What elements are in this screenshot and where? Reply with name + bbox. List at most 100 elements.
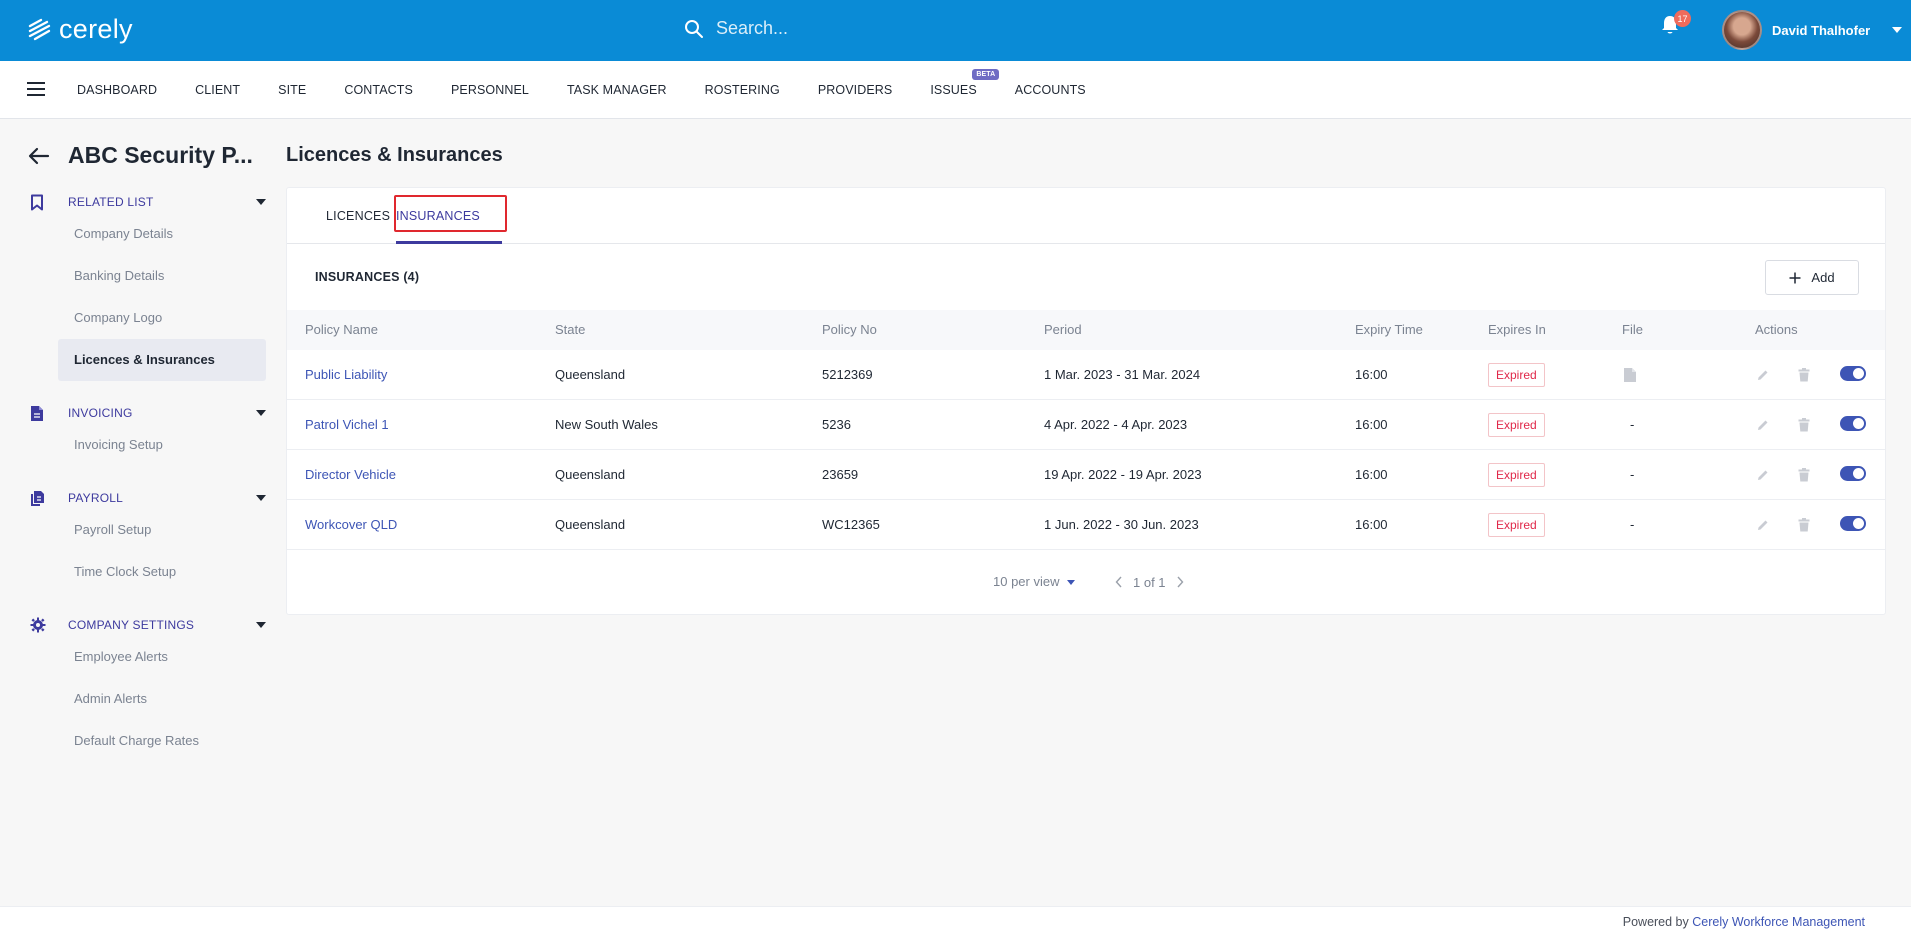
section-label: PAYROLL (68, 491, 123, 505)
section-invoicing: INVOICING Invoicing Setup (30, 402, 266, 466)
avatar (1722, 10, 1762, 50)
policy-no-cell: 5212369 (822, 367, 873, 382)
state-cell: Queensland (555, 517, 626, 532)
sidebar-item-invoicing-setup[interactable]: Invoicing Setup (74, 437, 163, 452)
column-header[interactable]: Expiry Time (1355, 322, 1423, 337)
column-header: Actions (1755, 322, 1798, 337)
nav-site[interactable]: SITE (278, 83, 307, 97)
delete-icon[interactable] (1794, 515, 1814, 535)
sidebar-item-company-logo[interactable]: Company Logo (74, 310, 163, 325)
period-cell: 19 Apr. 2022 - 19 Apr. 2023 (1044, 467, 1202, 482)
section-label: INVOICING (68, 406, 133, 420)
nav-task-manager[interactable]: TASK MANAGER (566, 83, 667, 97)
nav-rostering[interactable]: ROSTERING (704, 83, 780, 97)
nav-providers[interactable]: PROVIDERS (817, 83, 893, 97)
policy-name-link[interactable]: Public Liability (305, 367, 388, 382)
column-header[interactable]: Policy Name (305, 322, 378, 337)
section-label: RELATED LIST (68, 195, 154, 209)
page-title: Licences & Insurances (286, 144, 503, 166)
prev-page-icon[interactable] (1115, 576, 1123, 588)
period-cell: 1 Jun. 2022 - 30 Jun. 2023 (1044, 517, 1199, 532)
nav-dashboard[interactable]: DASHBOARD (77, 83, 158, 97)
column-header[interactable]: Expires In (1488, 322, 1546, 337)
footer-link[interactable]: Cerely Workforce Management (1692, 915, 1865, 929)
active-toggle[interactable] (1840, 466, 1866, 481)
policy-name-link[interactable]: Patrol Vichel 1 (305, 417, 389, 432)
section-header-payroll[interactable]: PAYROLL (30, 487, 266, 509)
file-empty: - (1630, 517, 1635, 532)
file-empty: - (1630, 467, 1635, 482)
sidebar-item-default-charge-rates[interactable]: Default Charge Rates (74, 733, 200, 748)
nav-client[interactable]: CLIENT (195, 83, 241, 97)
policy-no-cell: WC12365 (822, 517, 880, 532)
expired-badge: Expired (1488, 463, 1545, 487)
expiry-time-cell: 16:00 (1355, 517, 1388, 532)
delete-icon[interactable] (1794, 465, 1814, 485)
sidebar-item-payroll-setup[interactable]: Payroll Setup (74, 522, 152, 537)
menu-icon[interactable] (27, 82, 45, 96)
sidebar-item-time-clock-setup[interactable]: Time Clock Setup (74, 564, 177, 579)
policy-name-link[interactable]: Workcover QLD (305, 517, 398, 532)
tab-licences[interactable]: LICENCES (326, 209, 391, 223)
per-view-select[interactable]: 10 per view (993, 567, 1076, 597)
chevron-down-icon (256, 199, 266, 205)
file-icon[interactable] (1620, 365, 1640, 385)
expiry-time-cell: 16:00 (1355, 417, 1388, 432)
edit-icon[interactable] (1753, 465, 1773, 485)
add-button[interactable]: Add (1765, 260, 1859, 295)
delete-icon[interactable] (1794, 365, 1814, 385)
sidebar-item-banking-details[interactable]: Banking Details (74, 268, 165, 283)
cerely-logo-icon (28, 18, 51, 40)
policy-no-cell: 5236 (822, 417, 851, 432)
column-header[interactable]: Policy No (822, 322, 877, 337)
nav-personnel[interactable]: PERSONNEL (450, 83, 529, 97)
page-info: 1 of 1 (1133, 574, 1166, 590)
sidebar-item-company-details[interactable]: Company Details (74, 226, 173, 241)
chevron-down-icon (256, 622, 266, 628)
nav-accounts[interactable]: ACCOUNTS (1014, 83, 1086, 97)
section-header-related-list[interactable]: RELATED LIST (30, 191, 266, 213)
document-icon (31, 405, 43, 421)
active-toggle[interactable] (1840, 516, 1866, 531)
insurances-card: LICENCES INSURANCES INSURANCES (4) Add P… (286, 187, 1886, 615)
section-company-settings: COMPANY SETTINGS Employee Alerts Admin A… (30, 614, 266, 762)
user-menu[interactable]: David Thalhofer (1722, 10, 1903, 50)
column-header[interactable]: Period (1044, 322, 1082, 337)
active-toggle[interactable] (1840, 366, 1866, 381)
notifications-button[interactable]: 17 (1660, 10, 1691, 41)
next-page-icon[interactable] (1176, 576, 1184, 588)
brand-name: cerely (59, 14, 133, 44)
back-arrow-icon[interactable] (28, 147, 50, 165)
sidebar-item-admin-alerts[interactable]: Admin Alerts (74, 691, 147, 706)
search-input[interactable] (716, 18, 1016, 39)
footer-prefix: Powered by (1622, 915, 1693, 929)
expired-badge: Expired (1488, 413, 1545, 437)
state-cell: Queensland (555, 467, 626, 482)
period-cell: 1 Mar. 2023 - 31 Mar. 2024 (1044, 367, 1201, 382)
active-tab-indicator (396, 241, 502, 244)
edit-icon[interactable] (1753, 365, 1773, 385)
section-header-company-settings[interactable]: COMPANY SETTINGS (30, 614, 266, 636)
nav-contacts[interactable]: CONTACTS (344, 83, 413, 97)
tab-bar: LICENCES INSURANCES (287, 188, 1885, 244)
nav-issues[interactable]: ISSUES BETA (930, 69, 1000, 97)
chevron-down-icon (256, 495, 266, 501)
policy-name-link[interactable]: Director Vehicle (305, 467, 397, 482)
sidebar-item-licences-insurances[interactable]: Licences & Insurances (58, 339, 266, 381)
table-header: Policy Name State Policy No Period Expir… (287, 310, 1885, 350)
file-empty: - (1630, 417, 1635, 432)
edit-icon[interactable] (1753, 415, 1773, 435)
brand-logo[interactable]: cerely (27, 14, 133, 45)
notification-count-badge: 17 (1674, 10, 1691, 27)
section-header-invoicing[interactable]: INVOICING (30, 402, 266, 424)
column-header[interactable]: State (555, 322, 586, 337)
tab-insurances[interactable]: INSURANCES (396, 209, 480, 223)
section-label: COMPANY SETTINGS (68, 618, 195, 632)
beta-badge: BETA (972, 69, 1000, 80)
expired-badge: Expired (1488, 513, 1545, 537)
sidebar-item-employee-alerts[interactable]: Employee Alerts (74, 649, 168, 664)
active-toggle[interactable] (1840, 416, 1866, 431)
edit-icon[interactable] (1753, 515, 1773, 535)
delete-icon[interactable] (1794, 415, 1814, 435)
search-icon (685, 19, 703, 38)
